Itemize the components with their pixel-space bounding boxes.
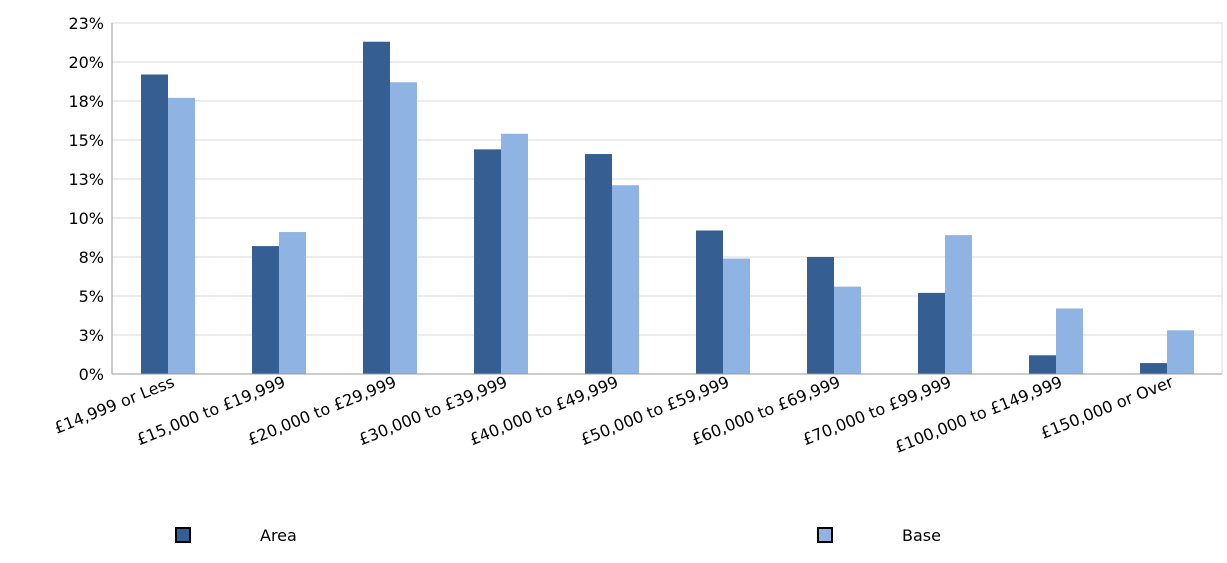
x-tick-labels: £14,999 or Less£15,000 to £19,999£20,000…	[51, 372, 1176, 457]
y-tick-label: 20%	[68, 53, 104, 72]
bar-area	[363, 41, 390, 374]
bar-area	[1140, 363, 1167, 374]
bar-area	[474, 149, 501, 374]
bar-base	[501, 133, 528, 374]
bar-area	[585, 154, 612, 374]
bar-base	[945, 235, 972, 374]
y-tick-label: 23%	[68, 14, 104, 33]
bar-area	[1029, 355, 1056, 374]
y-tick-label: 15%	[68, 131, 104, 150]
bar-base	[168, 97, 195, 374]
bar-base	[1167, 330, 1194, 374]
bar-area	[696, 230, 723, 374]
bar-base	[390, 82, 417, 374]
legend: Area Base	[175, 526, 941, 545]
legend-label-area: Area	[260, 526, 297, 545]
bar-area	[141, 74, 168, 374]
bar-area	[807, 257, 834, 374]
y-tick-label: 3%	[79, 326, 104, 345]
y-tick-label: 18%	[68, 92, 104, 111]
y-tick-label: 13%	[68, 170, 104, 189]
bars	[141, 41, 1194, 374]
y-tick-label: 8%	[79, 248, 104, 267]
bar-base	[834, 286, 861, 374]
bar-base	[723, 258, 750, 374]
y-tick-label: 10%	[68, 209, 104, 228]
bar-base	[279, 232, 306, 374]
y-tick-label: 0%	[79, 365, 104, 384]
y-tick-label: 5%	[79, 287, 104, 306]
y-tick-labels: 0% 3% 5% 8% 10% 13% 15% 18% 20% 23%	[68, 14, 104, 384]
bar-base	[612, 185, 639, 374]
bar-base	[1056, 308, 1083, 374]
legend-swatch-area	[175, 527, 191, 543]
legend-label-base: Base	[902, 526, 941, 545]
bar-area	[252, 246, 279, 374]
bar-area	[918, 292, 945, 374]
axes	[111, 22, 1223, 375]
legend-swatch-base	[817, 527, 833, 543]
